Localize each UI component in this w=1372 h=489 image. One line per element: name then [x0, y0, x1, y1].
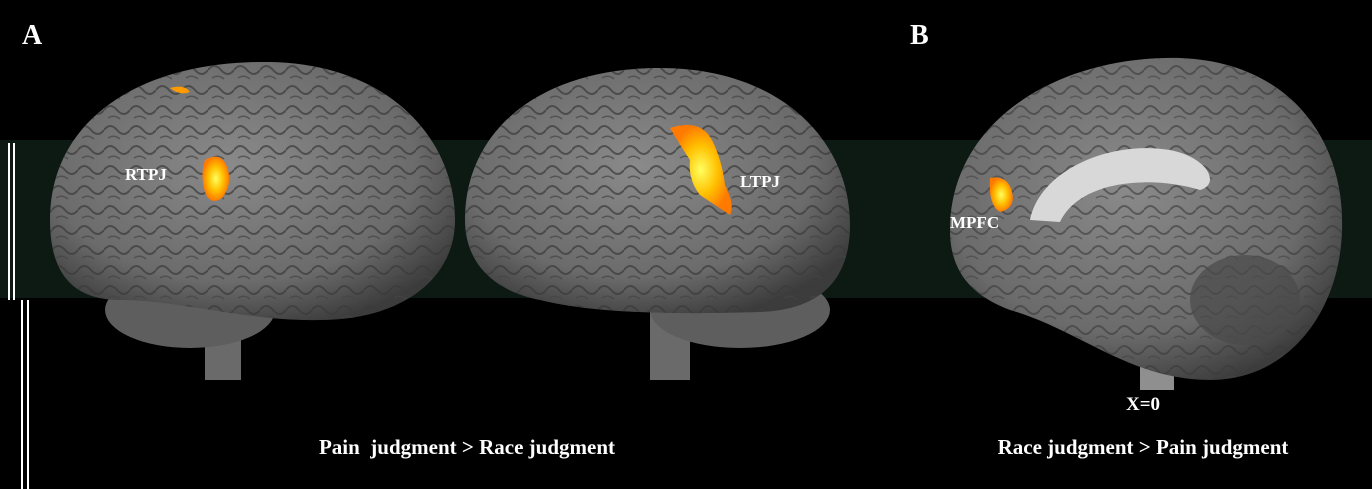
- panel-letter: A: [22, 20, 43, 51]
- brain-right-lateral: [50, 61, 455, 380]
- region-label: LTPJ: [740, 172, 781, 191]
- frame-lines: [8, 143, 29, 489]
- caption: Race judgment > Pain judgment: [998, 435, 1289, 459]
- brain-sagittal: [950, 57, 1343, 390]
- region-label: MPFC: [950, 213, 999, 232]
- region-label: RTPJ: [125, 165, 167, 184]
- brain-left-lateral: [465, 68, 850, 380]
- caption: Pain judgment > Race judgment: [319, 435, 615, 459]
- panel-letter: B: [910, 20, 929, 51]
- coordinate-label: X=0: [1126, 394, 1160, 415]
